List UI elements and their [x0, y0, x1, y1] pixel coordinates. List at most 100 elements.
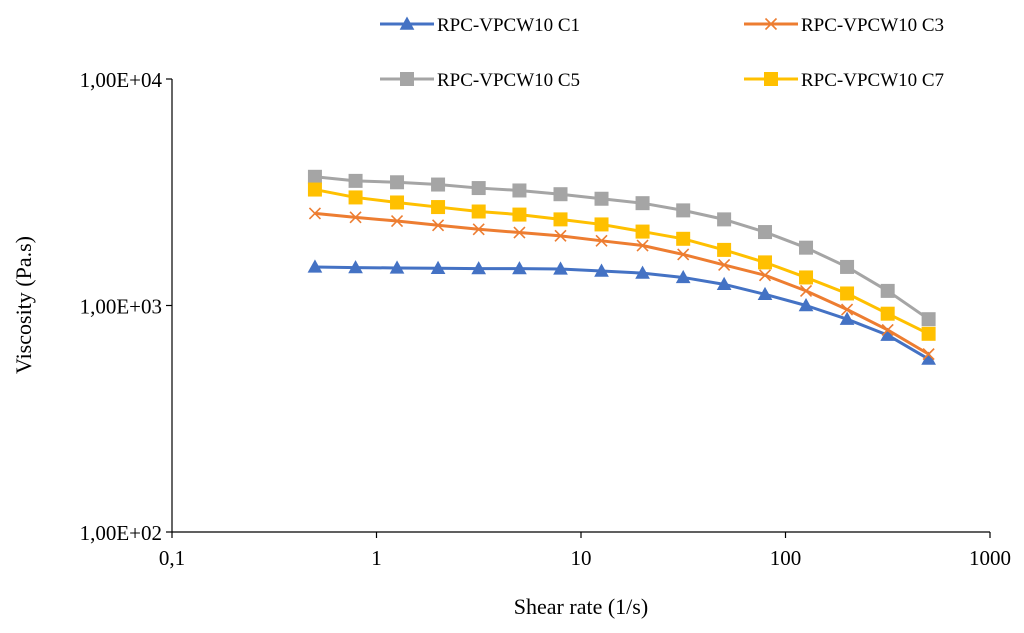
data-point — [635, 224, 650, 239]
data-point-stroke — [472, 223, 485, 236]
data-point — [512, 261, 527, 275]
data-point-stroke — [677, 248, 690, 261]
data-point — [431, 200, 446, 215]
data-point — [348, 260, 363, 274]
data-point — [471, 261, 487, 275]
y-tick-label: 1,00E+02 — [80, 521, 162, 545]
data-point — [513, 226, 526, 239]
data-point — [880, 306, 895, 321]
legend-item: RPC-VPCW10 C7 — [744, 70, 944, 91]
data-point — [676, 203, 691, 218]
data-point-stroke — [595, 234, 608, 247]
legend-item: RPC-VPCW10 C5 — [380, 70, 580, 91]
data-point — [554, 229, 567, 242]
data-point — [348, 173, 363, 188]
data-point — [553, 212, 568, 227]
data-point — [881, 323, 894, 337]
data-point — [307, 169, 322, 184]
legend-label: RPC-VPCW10 C5 — [437, 70, 580, 91]
data-point-stroke — [799, 284, 813, 297]
x-axis-title: Shear rate (1/s) — [514, 594, 648, 619]
series-3 — [307, 169, 936, 327]
data-point — [717, 212, 732, 227]
data-point — [389, 260, 405, 274]
data-point — [349, 211, 362, 224]
data-point — [677, 248, 690, 261]
data-point — [390, 214, 404, 228]
legend-label: RPC-VPCW10 C7 — [801, 70, 944, 91]
data-point — [840, 259, 855, 274]
data-point — [840, 286, 855, 301]
legend-item: RPC-VPCW10 C3 — [744, 15, 944, 36]
data-point — [307, 259, 323, 273]
data-point — [471, 181, 486, 196]
data-point-stroke — [390, 214, 404, 228]
legend-marker-stroke — [764, 17, 778, 31]
data-point — [635, 265, 650, 279]
data-point-stroke — [308, 207, 322, 220]
data-point — [636, 239, 649, 252]
x-tick-label: 1 — [371, 546, 382, 570]
data-point-stroke — [554, 229, 567, 242]
series-line — [314, 265, 930, 361]
data-point — [839, 311, 855, 325]
y-tick-label: 1,00E+03 — [80, 295, 162, 319]
data-point — [635, 196, 650, 211]
data-point — [553, 187, 568, 202]
data-point-stroke — [636, 239, 649, 252]
data-point — [390, 195, 405, 210]
series-line — [314, 211, 930, 356]
data-point — [594, 263, 609, 277]
data-point-stroke — [349, 211, 362, 224]
data-point — [390, 175, 405, 190]
data-point — [922, 348, 935, 361]
data-point — [799, 284, 813, 297]
x-tick-label: 10 — [571, 546, 592, 570]
data-point — [758, 225, 773, 240]
axes: 0,1 1 10 100 1000 1,00E+02 1,00E+03 1,00E+04 — [80, 68, 1011, 570]
data-point — [307, 182, 322, 197]
data-point-stroke — [513, 226, 526, 239]
data-point — [594, 191, 609, 206]
data-point — [798, 297, 814, 312]
data-point — [758, 255, 773, 270]
data-point-stroke — [840, 303, 854, 316]
data-point — [676, 231, 691, 246]
x-tick-label: 1000 — [969, 546, 1011, 570]
data-point — [471, 204, 486, 219]
data-point — [594, 217, 609, 232]
legend-item: RPC-VPCW10 C1 — [380, 15, 580, 36]
data-point — [431, 177, 446, 192]
y-tick-label: 1,00E+04 — [80, 68, 163, 92]
legend-label: RPC-VPCW10 C3 — [801, 15, 944, 36]
series-line — [314, 175, 930, 321]
x-tick-label: 0,1 — [159, 546, 185, 570]
series-2 — [308, 207, 935, 361]
legend-marker — [764, 72, 778, 86]
data-point — [430, 260, 446, 274]
legend-label: RPC-VPCW10 C1 — [437, 15, 580, 36]
data-point-stroke — [881, 323, 894, 337]
data-point — [308, 207, 322, 220]
data-point — [675, 269, 691, 284]
data-point — [553, 261, 568, 275]
data-point — [880, 327, 896, 341]
data-point — [718, 258, 731, 272]
data-point — [472, 223, 485, 236]
series-4 — [307, 182, 936, 341]
data-point-stroke — [922, 348, 935, 361]
legend: RPC-VPCW10 C1 RPC-VPCW10 C3 RPC-VPCW10 C5 R… — [380, 15, 944, 91]
data-point — [921, 326, 936, 341]
series-area — [307, 169, 936, 365]
data-point-stroke — [718, 258, 731, 272]
data-point — [716, 276, 732, 291]
data-point — [880, 283, 895, 298]
legend-marker — [764, 17, 778, 31]
y-axis-title: Viscosity (Pa.s) — [11, 236, 36, 374]
data-point — [348, 190, 363, 205]
legend-marker — [400, 72, 414, 86]
data-point-stroke — [431, 219, 445, 232]
data-point — [512, 207, 527, 222]
